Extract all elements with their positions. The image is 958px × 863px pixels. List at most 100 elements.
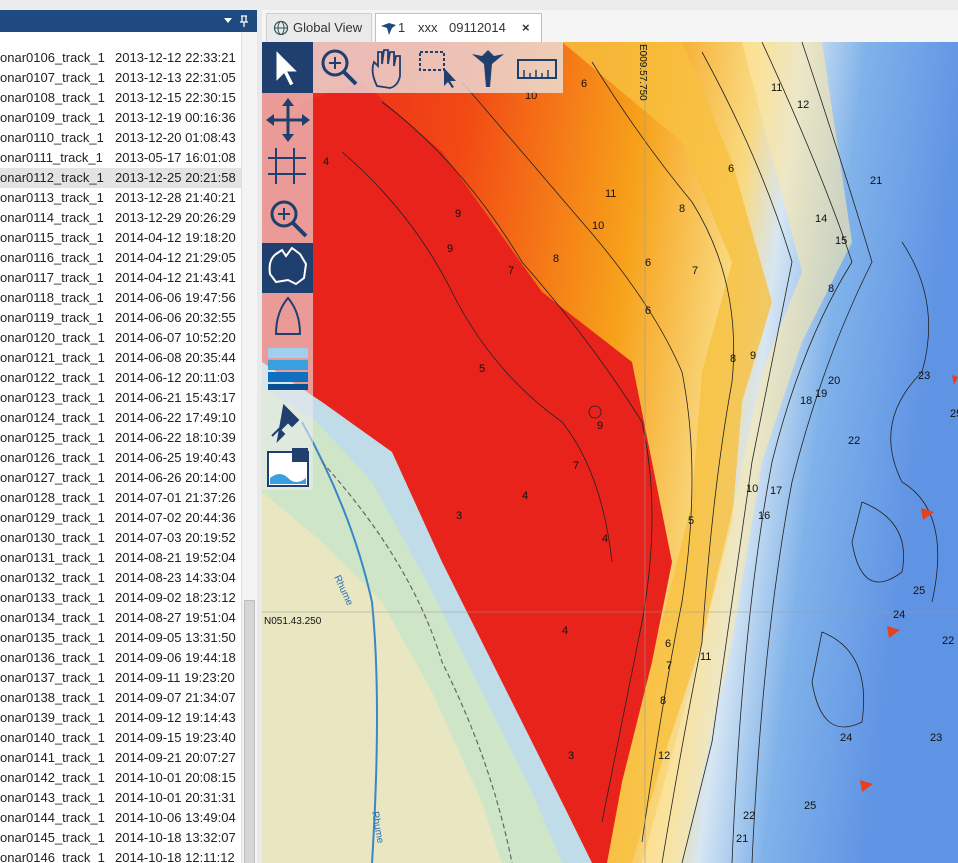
- ruler-tool[interactable]: [517, 59, 557, 79]
- track-row[interactable]: onar0132_track_1 2014-08-23 14:33:04: [0, 568, 241, 588]
- track-row[interactable]: onar0135_track_1 2014-09-05 13:31:50: [0, 628, 241, 648]
- shallow-area: [262, 82, 672, 863]
- track-name: onar0111_track_1: [0, 150, 103, 165]
- track-name: onar0119_track_1: [0, 310, 104, 325]
- track-row[interactable]: onar0107_track_1 2013-12-13 22:31:05: [0, 68, 241, 88]
- track-row[interactable]: onar0138_track_1 2014-09-07 21:34:07: [0, 688, 241, 708]
- track-row[interactable]: onar0144_track_1 2014-10-06 13:49:04: [0, 808, 241, 828]
- contour-label: 3: [568, 750, 574, 762]
- track-row[interactable]: onar0117_track_1 2014-04-12 21:43:41: [0, 268, 241, 288]
- track-row[interactable]: onar0118_track_1 2014-06-06 19:47:56: [0, 288, 241, 308]
- pan-tool[interactable]: [371, 49, 401, 89]
- track-row[interactable]: onar0129_track_1 2014-07-02 20:44:36: [0, 508, 241, 528]
- tab-name: xxx: [418, 20, 438, 35]
- track-row[interactable]: onar0141_track_1 2014-09-21 20:07:27: [0, 748, 241, 768]
- zoom-tool[interactable]: [321, 49, 358, 86]
- track-row[interactable]: onar0127_track_1 2014-06-26 20:14:00: [0, 468, 241, 488]
- pin-tool[interactable]: [271, 403, 300, 443]
- track-row[interactable]: onar0114_track_1 2013-12-29 20:26:29: [0, 208, 241, 228]
- track-row[interactable]: onar0112_track_1 2013-12-25 20:21:58: [0, 168, 241, 188]
- contour-label: 6: [728, 163, 734, 175]
- scrollbar[interactable]: [241, 32, 257, 863]
- track-name: onar0110_track_1: [0, 130, 104, 145]
- boat-tool[interactable]: [274, 296, 302, 335]
- tab-close[interactable]: ×: [522, 20, 530, 35]
- track-date: 2014-06-07 10:52:20: [115, 330, 236, 345]
- track-row[interactable]: onar0136_track_1 2014-09-06 19:44:18: [0, 648, 241, 668]
- track-panel: onar0106_track_1 2013-12-12 22:33:21 onar0…: [0, 10, 257, 863]
- track-name: onar0132_track_1: [0, 570, 105, 585]
- pin-icon[interactable]: [240, 15, 248, 27]
- track-row[interactable]: onar0122_track_1 2014-06-12 20:11:03: [0, 368, 241, 388]
- track-row[interactable]: onar0109_track_1 2013-12-19 00:16:36: [0, 108, 241, 128]
- track-date: 2014-07-02 20:44:36: [115, 510, 236, 525]
- contour-label: 8: [730, 353, 736, 365]
- track-date: 2014-09-12 19:14:43: [115, 710, 236, 725]
- track-row[interactable]: onar0134_track_1 2014-08-27 19:51:04: [0, 608, 241, 628]
- track-row[interactable]: onar0146_track_1 2014-10-18 12:11:12: [0, 848, 241, 863]
- contour-label: 6: [645, 257, 651, 269]
- contour-label: 6: [581, 78, 587, 90]
- sonar-icon: [381, 23, 396, 35]
- tab-active[interactable]: 1 xxx 09112014 ×: [375, 13, 542, 42]
- map-toolbar: [262, 42, 563, 490]
- map-view[interactable]: E009.57.750 N051.43.250 Rhume Rhume 6101…: [262, 42, 958, 863]
- track-date: 2014-09-15 19:23:40: [115, 730, 236, 745]
- tab-date: 09112014: [449, 20, 506, 35]
- track-name: onar0137_track_1: [0, 670, 105, 685]
- track-row[interactable]: onar0113_track_1 2013-12-28 21:40:21: [0, 188, 241, 208]
- track-date: 2014-04-12 21:29:05: [115, 250, 236, 265]
- contour-label: 25: [950, 408, 958, 420]
- track-row[interactable]: onar0115_track_1 2014-04-12 19:18:20: [0, 228, 241, 248]
- track-date: 2013-12-29 20:26:29: [115, 210, 236, 225]
- track-row[interactable]: onar0143_track_1 2014-10-01 20:31:31: [0, 788, 241, 808]
- track-date: 2014-08-23 14:33:04: [115, 570, 236, 585]
- box-select-tool[interactable]: [419, 51, 456, 88]
- track-row[interactable]: onar0125_track_1 2014-06-22 18:10:39: [0, 428, 241, 448]
- move-tool[interactable]: [266, 98, 310, 142]
- contour-label: 11: [771, 82, 782, 94]
- track-row[interactable]: onar0145_track_1 2014-10-18 13:32:07: [0, 828, 241, 848]
- track-row[interactable]: onar0130_track_1 2014-07-03 20:19:52: [0, 528, 241, 548]
- track-row[interactable]: onar0110_track_1 2013-12-20 01:08:43: [0, 128, 241, 148]
- track-row[interactable]: onar0111_track_1 2013-05-17 16:01:08: [0, 148, 241, 168]
- track-row[interactable]: onar0139_track_1 2014-09-12 19:14:43: [0, 708, 241, 728]
- track-date: 2013-12-13 22:31:05: [115, 70, 236, 85]
- track-row[interactable]: onar0124_track_1 2014-06-22 17:49:10: [0, 408, 241, 428]
- track-name: onar0117_track_1: [0, 270, 104, 285]
- track-row[interactable]: onar0142_track_1 2014-10-01 20:08:15: [0, 768, 241, 788]
- track-row[interactable]: onar0126_track_1 2014-06-25 19:40:43: [0, 448, 241, 468]
- track-name: onar0126_track_1: [0, 450, 105, 465]
- track-row[interactable]: onar0128_track_1 2014-07-01 21:37:26: [0, 488, 241, 508]
- contour-label: 22: [942, 635, 954, 647]
- track-row[interactable]: onar0137_track_1 2014-09-11 19:23:20: [0, 668, 241, 688]
- track-date: 2014-08-21 19:52:04: [115, 550, 236, 565]
- track-name: onar0141_track_1: [0, 750, 105, 765]
- track-row[interactable]: onar0133_track_1 2014-09-02 18:23:12: [0, 588, 241, 608]
- contour-label: 3: [456, 510, 462, 522]
- track-row[interactable]: onar0121_track_1 2014-06-08 20:35:44: [0, 348, 241, 368]
- track-list: onar0106_track_1 2013-12-12 22:33:21 onar0…: [0, 38, 241, 863]
- shore-band: [642, 42, 852, 863]
- track-date: 2013-12-15 22:30:15: [115, 90, 236, 105]
- track-row[interactable]: onar0119_track_1 2014-06-06 20:32:55: [0, 308, 241, 328]
- track-date: 2014-06-22 17:49:10: [115, 410, 236, 425]
- track-row[interactable]: onar0116_track_1 2014-04-12 21:29:05: [0, 248, 241, 268]
- scroll-thumb[interactable]: [244, 600, 255, 863]
- track-row[interactable]: onar0123_track_1 2014-06-21 15:43:17: [0, 388, 241, 408]
- contour-label: 16: [758, 510, 770, 522]
- track-row[interactable]: onar0108_track_1 2013-12-15 22:30:15: [0, 88, 241, 108]
- grid-tool[interactable]: [268, 148, 306, 184]
- track-row[interactable]: onar0120_track_1 2014-06-07 10:52:20: [0, 328, 241, 348]
- dropdown-icon[interactable]: [224, 18, 232, 23]
- track-name: onar0128_track_1: [0, 490, 105, 505]
- zoom-extent-tool[interactable]: [270, 200, 308, 238]
- depth-layer-tool[interactable]: [268, 348, 308, 390]
- tab-global-view[interactable]: Global View: [266, 13, 372, 42]
- track-row[interactable]: onar0140_track_1 2014-09-15 19:23:40: [0, 728, 241, 748]
- track-row[interactable]: onar0131_track_1 2014-08-21 19:52:04: [0, 548, 241, 568]
- sonar-tool[interactable]: [472, 50, 504, 87]
- save-tool[interactable]: [267, 448, 309, 487]
- contour-label: 5: [479, 363, 485, 375]
- track-row[interactable]: onar0106_track_1 2013-12-12 22:33:21: [0, 48, 241, 68]
